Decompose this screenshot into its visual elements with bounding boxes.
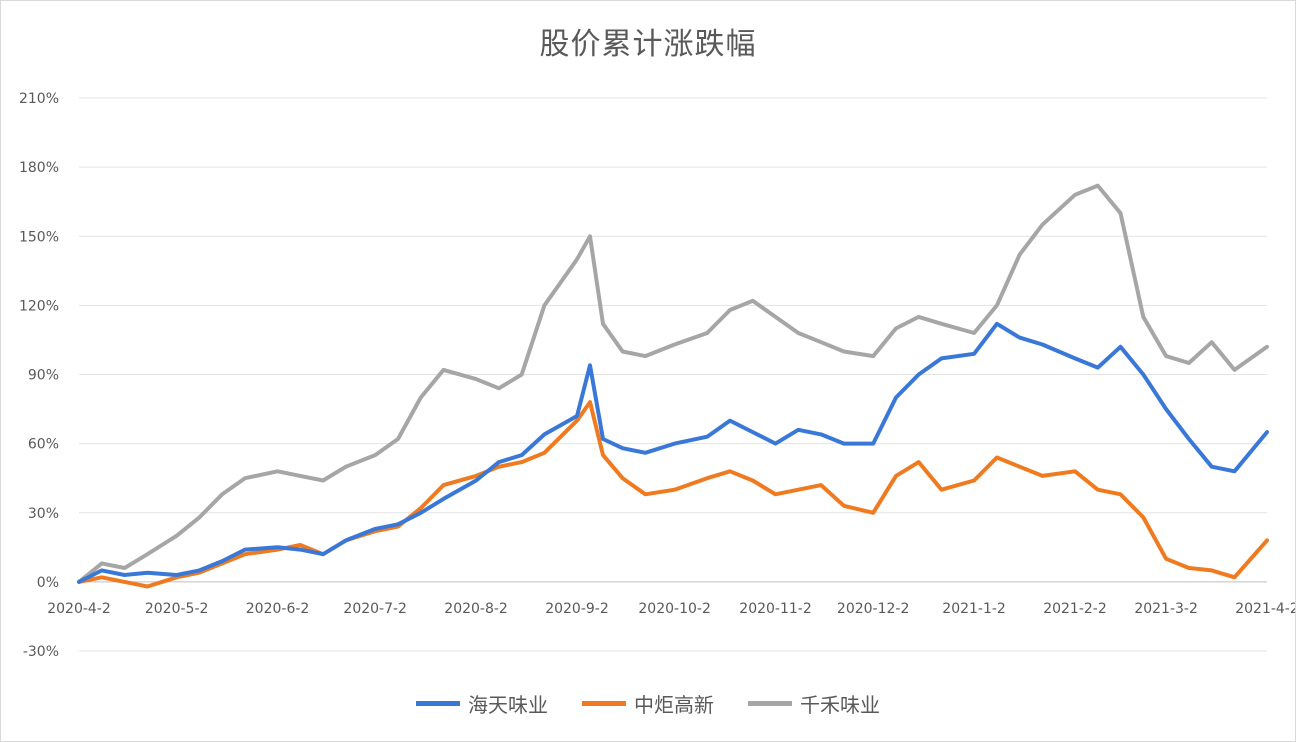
y-tick-label: 210%: [19, 91, 59, 107]
series-line-2: [77, 183, 1269, 584]
y-tick-label: 0%: [37, 575, 59, 591]
y-axis-ticks: -30% 0% 30% 60% 90% 120% 150% 180% 210%: [19, 91, 59, 660]
legend-item: 海天味业: [416, 689, 548, 718]
x-axis-ticks: 2020-4-2 2020-5-2 2020-6-2 2020-7-2 2020-8-2…: [47, 601, 1295, 617]
series-lines: [77, 183, 1269, 589]
x-tick-label: 2020-5-2: [145, 601, 209, 617]
y-tick-label: 180%: [19, 160, 59, 176]
x-tick-label: 2020-7-2: [343, 601, 407, 617]
x-tick-label: 2020-9-2: [545, 601, 609, 617]
x-tick-label: 2020-11-2: [739, 601, 811, 617]
legend-label: 中炬高新: [634, 693, 714, 717]
legend-label: 海天味业: [468, 693, 548, 717]
x-tick-label: 2021-4-2: [1235, 601, 1295, 617]
x-tick-label: 2020-12-2: [837, 601, 909, 617]
x-tick-label: 2021-1-2: [942, 601, 1006, 617]
legend-item: 千禾味业: [748, 689, 880, 718]
x-tick-label: 2020-8-2: [444, 601, 508, 617]
legend-label: 千禾味业: [800, 693, 880, 717]
y-tick-label: 60%: [28, 437, 59, 453]
legend: 海天味业 中炬高新 千禾味业: [1, 689, 1295, 718]
series-line-0: [77, 321, 1269, 584]
x-tick-label: 2020-4-2: [47, 601, 111, 617]
legend-swatch: [416, 701, 460, 706]
x-tick-label: 2020-10-2: [638, 601, 710, 617]
chart-title: 股价累计涨跌幅: [539, 27, 757, 62]
gridlines: [79, 97, 1267, 652]
y-tick-label: 30%: [28, 506, 59, 522]
x-tick-label: 2021-3-2: [1134, 601, 1198, 617]
y-tick-label: 150%: [19, 229, 59, 245]
legend-swatch: [748, 701, 792, 706]
y-tick-label: 90%: [28, 368, 59, 384]
legend-swatch: [582, 701, 626, 706]
y-tick-label: 120%: [19, 298, 59, 314]
series-line-1: [77, 400, 1269, 589]
legend-item: 中炬高新: [582, 689, 714, 718]
x-tick-label: 2021-2-2: [1043, 601, 1107, 617]
y-tick-label: -30%: [23, 644, 59, 660]
x-tick-label: 2020-6-2: [246, 601, 310, 617]
